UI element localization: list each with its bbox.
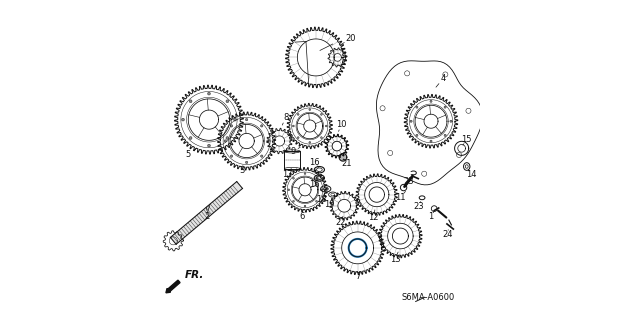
Text: 20: 20 <box>345 34 356 43</box>
Circle shape <box>309 109 310 110</box>
Circle shape <box>267 140 269 142</box>
Text: 12: 12 <box>369 213 379 222</box>
Text: 23: 23 <box>413 202 424 211</box>
Circle shape <box>234 118 236 121</box>
Circle shape <box>260 155 263 157</box>
Circle shape <box>321 114 323 115</box>
Text: 23: 23 <box>403 177 414 186</box>
Text: 18: 18 <box>316 195 327 204</box>
Circle shape <box>246 161 248 164</box>
Text: 14: 14 <box>467 170 477 179</box>
Circle shape <box>430 140 432 142</box>
Circle shape <box>189 100 192 103</box>
Text: 15: 15 <box>461 135 472 144</box>
Text: 1: 1 <box>428 212 434 221</box>
Circle shape <box>207 144 211 147</box>
Circle shape <box>230 155 233 157</box>
Circle shape <box>450 120 452 122</box>
Text: 7: 7 <box>355 272 360 281</box>
Text: 13: 13 <box>390 255 400 263</box>
Text: 4: 4 <box>441 74 446 83</box>
Circle shape <box>230 125 233 127</box>
Text: 16: 16 <box>309 158 319 167</box>
FancyArrow shape <box>166 280 180 293</box>
Circle shape <box>304 173 306 174</box>
Text: 2: 2 <box>204 212 209 221</box>
Polygon shape <box>339 153 347 161</box>
Circle shape <box>288 189 290 191</box>
Text: 10: 10 <box>336 120 347 129</box>
Circle shape <box>226 100 228 103</box>
Circle shape <box>444 106 446 108</box>
Text: 22: 22 <box>335 218 346 227</box>
Circle shape <box>444 134 446 137</box>
Circle shape <box>410 120 412 122</box>
Circle shape <box>292 177 294 179</box>
Text: 17: 17 <box>282 170 292 179</box>
Text: 3: 3 <box>239 166 244 175</box>
Circle shape <box>309 142 310 143</box>
Polygon shape <box>170 182 243 244</box>
Text: 11: 11 <box>395 193 406 202</box>
Text: 5: 5 <box>185 150 190 159</box>
Circle shape <box>292 200 294 202</box>
Circle shape <box>189 137 192 139</box>
Text: 16: 16 <box>309 180 319 189</box>
Circle shape <box>416 134 418 137</box>
Circle shape <box>224 140 227 142</box>
Text: 19: 19 <box>324 200 335 209</box>
Circle shape <box>430 100 432 102</box>
Circle shape <box>207 92 211 95</box>
Text: 8: 8 <box>283 113 289 122</box>
Circle shape <box>416 106 418 108</box>
Circle shape <box>304 205 306 207</box>
Circle shape <box>321 137 323 138</box>
Text: 21: 21 <box>341 159 351 168</box>
Circle shape <box>325 125 327 127</box>
Circle shape <box>260 125 263 127</box>
Circle shape <box>297 137 299 138</box>
Text: 24: 24 <box>442 230 453 239</box>
Circle shape <box>321 189 322 191</box>
Circle shape <box>226 137 228 139</box>
Text: 6: 6 <box>300 212 305 221</box>
Circle shape <box>182 118 184 121</box>
Circle shape <box>246 118 248 121</box>
Text: S6MA-A0600: S6MA-A0600 <box>402 293 455 302</box>
Text: 9: 9 <box>291 147 296 156</box>
Circle shape <box>297 114 299 115</box>
Circle shape <box>316 200 317 202</box>
Circle shape <box>292 125 294 127</box>
Text: FR.: FR. <box>184 270 204 280</box>
Circle shape <box>316 177 317 179</box>
